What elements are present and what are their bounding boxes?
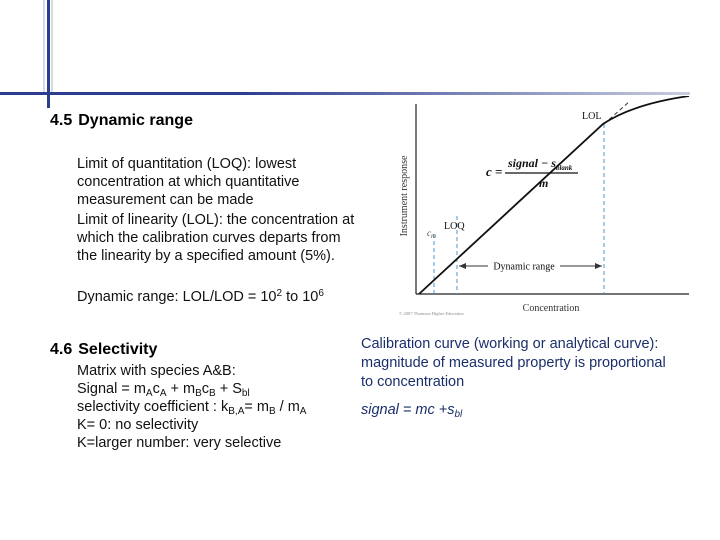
loq-line: concentration at which quantitative — [77, 174, 300, 190]
k-large-note: K=larger number: very selective — [77, 435, 282, 451]
calibration-curve-figure: Instrument response LOL LOQ cm Dynamic r… — [393, 95, 693, 321]
arrowhead-left — [459, 263, 466, 269]
dynamic-range-label: Dynamic range — [493, 262, 555, 273]
calibration-line: magnitude of measured property is propor… — [361, 355, 666, 371]
selectivity-body: Matrix with species A&B: Signal = mAcA +… — [77, 362, 306, 452]
section-4-6-heading: 4.6 Selectivity — [50, 341, 157, 359]
equation-denominator: m — [539, 176, 548, 190]
section-4-5-number: 4.5 — [50, 112, 73, 129]
equation-numerator: signal − sblank — [507, 156, 573, 172]
signal-equation: Signal = mAcA + mBcB + Sbl — [77, 381, 250, 399]
lol-label: LOL — [582, 111, 601, 122]
x-axis-label: Concentration — [523, 303, 580, 314]
lol-line: the linearity by a specified amount (5%)… — [77, 248, 335, 264]
lol-definition: Limit of linearity (LOL): the concentrat… — [77, 211, 354, 265]
calibration-line: Calibration curve (working or analytical… — [361, 336, 659, 352]
accent-bar-faint-2 — [51, 0, 53, 92]
k-zero-note: K= 0: no selectivity — [77, 417, 199, 433]
loq-line: Limit of quantitation (LOQ): lowest — [77, 156, 297, 172]
accent-bar-faint — [43, 0, 45, 92]
cm-label: cm — [427, 228, 436, 240]
calibration-equation: signal = mc +sbl — [361, 402, 463, 420]
y-axis-label: Instrument response — [399, 155, 410, 236]
equation-lhs: c = — [486, 164, 502, 179]
loq-line: measurement can be made — [77, 192, 254, 208]
section-4-6-title: Selectivity — [78, 341, 158, 358]
calibration-description: Calibration curve (working or analytical… — [361, 335, 666, 392]
selectivity-coefficient: selectivity coefficient : kB,A= mB / mA — [77, 399, 307, 417]
matrix-intro: Matrix with species A&B: — [77, 363, 236, 379]
accent-bar-horizontal — [0, 92, 690, 95]
linear-extrapolation — [603, 100, 631, 125]
lol-line: which the calibration curves departs fro… — [77, 230, 341, 246]
calibration-line: to concentration — [361, 374, 465, 390]
calibration-curve — [418, 95, 690, 295]
dynamic-range-statement: Dynamic range: LOL/LOD = 102 to 106 — [77, 288, 324, 306]
loq-definition: Limit of quantitation (LOQ): lowest conc… — [77, 155, 299, 209]
section-4-5-title: Dynamic range — [78, 112, 193, 129]
loq-label: LOQ — [444, 221, 465, 232]
lol-line: Limit of linearity (LOL): the concentrat… — [77, 212, 355, 228]
accent-bar-vertical — [47, 0, 50, 108]
section-4-5-heading: 4.5 Dynamic range — [50, 112, 193, 130]
section-4-6-number: 4.6 — [50, 341, 73, 358]
figure-copyright: © 2007 Thomson Higher Education — [399, 311, 464, 316]
arrowhead-right — [595, 263, 602, 269]
